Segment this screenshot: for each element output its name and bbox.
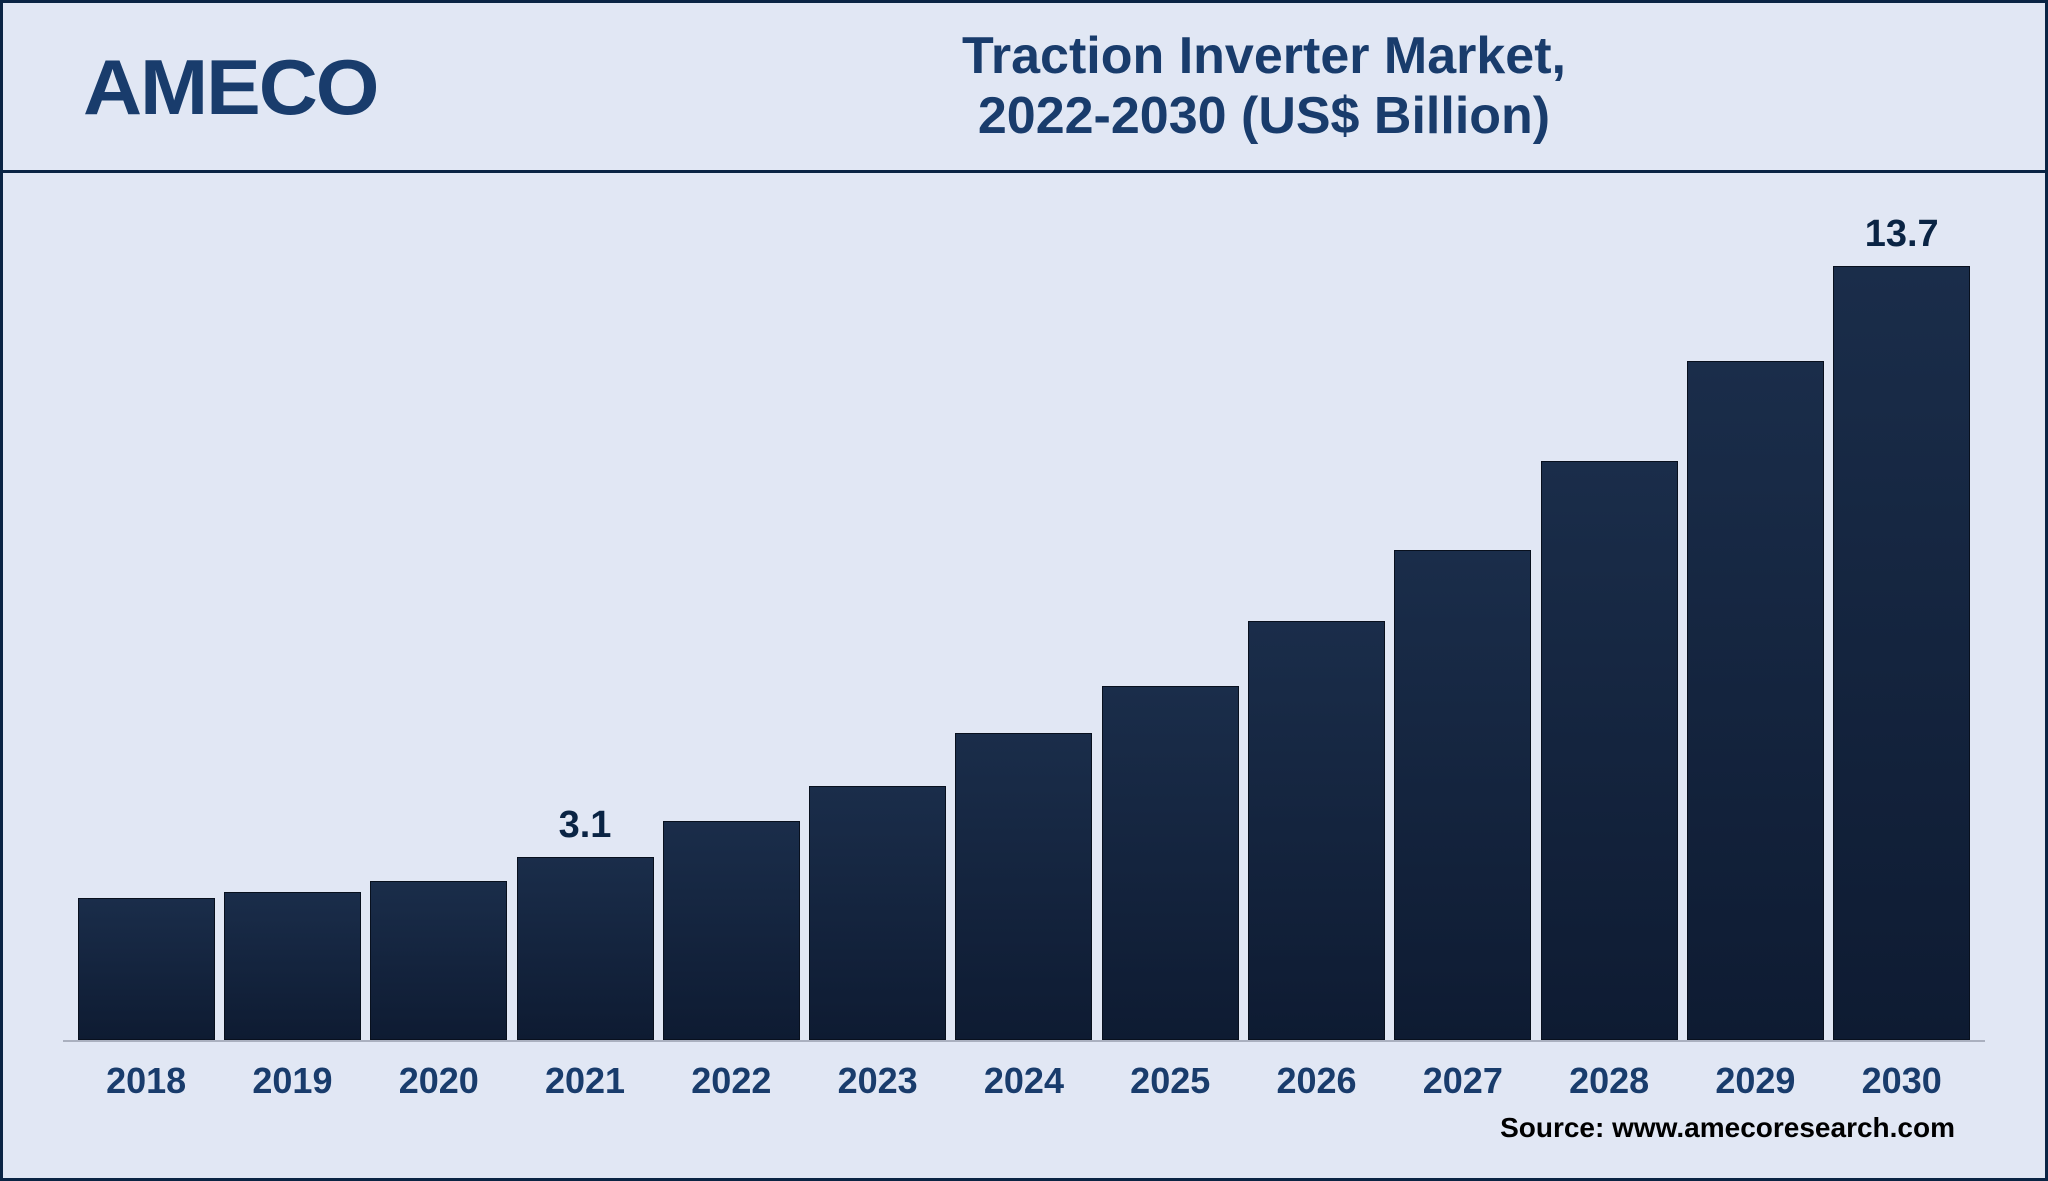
title-line-1: Traction Inverter Market, [543,27,1985,87]
bar-column: 3.1 [517,213,654,1040]
bar [370,881,507,1040]
bar [517,857,654,1040]
bar-column [1102,213,1239,1040]
x-axis-labels: 2018201920202021202220232024202520262027… [63,1042,1985,1102]
x-axis-label: 2022 [663,1060,800,1102]
bar [1541,461,1678,1040]
bar-column [78,213,215,1040]
x-axis-label: 2019 [224,1060,361,1102]
chart-title: Traction Inverter Market, 2022-2030 (US$… [543,27,1985,147]
bar-column [809,213,946,1040]
bar-column [1248,213,1385,1040]
bar-value-label: 3.1 [559,804,612,847]
bar [1248,621,1385,1040]
chart-area: 3.1 13.7 20182019202020212022202320242025… [3,173,2045,1178]
source-text: Source: www.amecoresearch.com [63,1102,1985,1158]
x-axis-label: 2018 [78,1060,215,1102]
bar [809,786,946,1040]
x-axis-label: 2026 [1248,1060,1385,1102]
header: AMECO Traction Inverter Market, 2022-203… [3,3,2045,173]
bar-column [1394,213,1531,1040]
bar-column [955,213,1092,1040]
bar [663,821,800,1040]
x-axis-label: 2027 [1394,1060,1531,1102]
bar-column [224,213,361,1040]
bar-value-label: 13.7 [1865,213,1939,256]
bar-column [1541,213,1678,1040]
bar [1687,361,1824,1040]
chart-frame: AMECO Traction Inverter Market, 2022-203… [0,0,2048,1181]
x-axis-label: 2029 [1687,1060,1824,1102]
bar [1833,266,1970,1040]
x-axis-label: 2028 [1541,1060,1678,1102]
bar-column: 13.7 [1833,213,1970,1040]
x-axis-label: 2020 [370,1060,507,1102]
title-line-2: 2022-2030 (US$ Billion) [543,87,1985,147]
bar [1102,686,1239,1040]
bar [1394,550,1531,1040]
bars-zone: 3.1 13.7 [63,213,1985,1042]
x-axis-label: 2023 [809,1060,946,1102]
x-axis-label: 2021 [517,1060,654,1102]
x-axis-label: 2024 [955,1060,1092,1102]
logo: AMECO [83,48,566,126]
x-axis-label: 2030 [1833,1060,1970,1102]
bar [78,898,215,1040]
bar [224,892,361,1040]
bar [955,733,1092,1040]
bar-column [370,213,507,1040]
bar-column [663,213,800,1040]
bar-column [1687,213,1824,1040]
x-axis-label: 2025 [1102,1060,1239,1102]
